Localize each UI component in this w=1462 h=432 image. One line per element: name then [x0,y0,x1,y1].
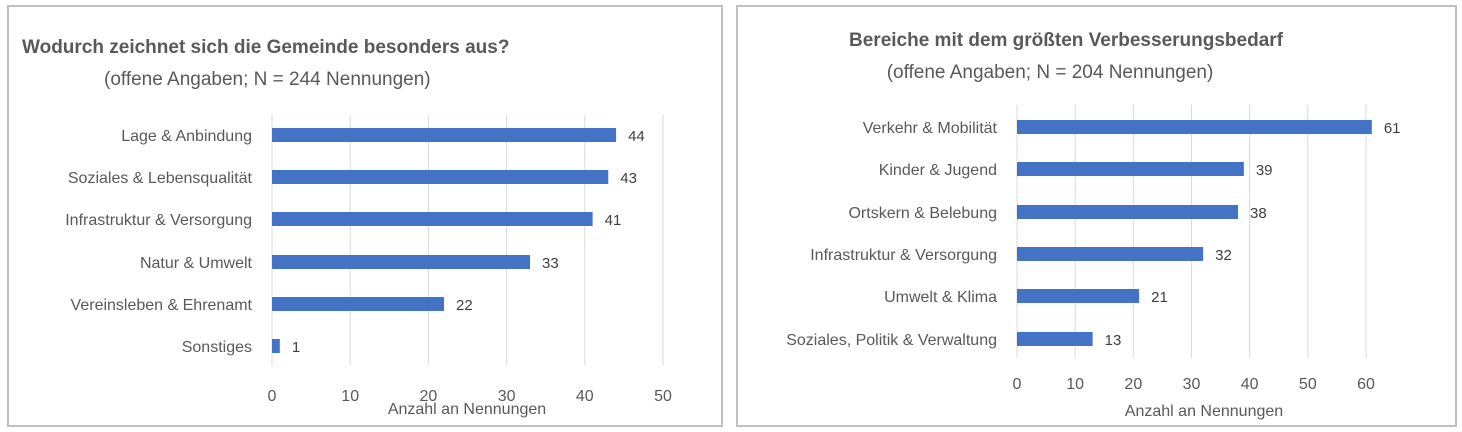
data-label: 33 [542,255,559,272]
bar [272,339,280,353]
bar [1017,162,1244,176]
category-label: Soziales, Politik & Verwaltung [786,332,997,349]
category-label: Natur & Umwelt [140,255,253,272]
category-label: Umwelt & Klima [884,289,997,306]
x-tick-label: 20 [1124,376,1142,393]
category-label: Soziales & Lebensqualität [68,170,253,187]
x-tick-label: 50 [1299,376,1317,393]
x-tick-label: 40 [576,388,594,405]
x-tick-label: 10 [1066,376,1084,393]
category-label: Verkehr & Mobilität [863,120,998,137]
x-tick-label: 50 [654,388,672,405]
x-tick-label: 20 [420,388,438,405]
data-label: 61 [1384,120,1401,137]
bar [272,255,531,269]
bar [1017,332,1093,346]
chart-panel-2: Bereiche mit dem größten Verbesserungsbe… [736,5,1457,427]
x-axis-title: Anzahl an Nennungen [388,401,546,418]
category-label: Infrastruktur & Versorgung [65,212,252,229]
bar [1017,205,1239,219]
x-axis-title: Anzahl an Nennungen [1125,403,1283,420]
x-tick-label: 40 [1241,376,1259,393]
bar [1017,120,1372,134]
data-label: 44 [628,128,645,145]
category-label: Ortskern & Belebung [848,205,997,222]
data-label: 41 [605,212,622,229]
data-label: 13 [1105,332,1122,349]
category-label: Vereinsleben & Ehrenamt [71,297,253,314]
bar [272,297,445,311]
bar [272,170,609,184]
data-label: 22 [456,297,473,314]
data-label: 39 [1256,162,1273,179]
x-tick-label: 30 [1183,376,1201,393]
bar [272,212,593,226]
x-tick-label: 10 [341,388,359,405]
chart-panel-1: Wodurch zeichnet sich die Gemeinde beson… [7,5,723,427]
x-tick-label: 0 [1013,376,1022,393]
data-label: 21 [1151,289,1168,306]
x-tick-label: 30 [498,388,516,405]
data-label: 32 [1215,247,1232,264]
x-tick-label: 60 [1357,376,1375,393]
chart-title: Bereiche mit dem größten Verbesserungsbe… [849,30,1284,51]
data-label: 38 [1250,205,1267,222]
bar [272,128,617,142]
chart-title: Wodurch zeichnet sich die Gemeinde beson… [22,37,509,58]
data-label: 43 [620,170,637,187]
chart-subtitle: (offene Angaben; N = 244 Nennungen) [104,69,431,90]
category-label: Sonstiges [182,339,252,356]
bar [1017,247,1204,261]
bar [1017,289,1140,303]
x-tick-label: 0 [268,388,277,405]
data-label: 1 [292,339,300,356]
category-label: Infrastruktur & Versorgung [810,247,997,264]
category-label: Kinder & Jugend [879,162,997,179]
category-label: Lage & Anbindung [121,128,252,145]
chart-subtitle: (offene Angaben; N = 204 Nennungen) [887,62,1214,83]
